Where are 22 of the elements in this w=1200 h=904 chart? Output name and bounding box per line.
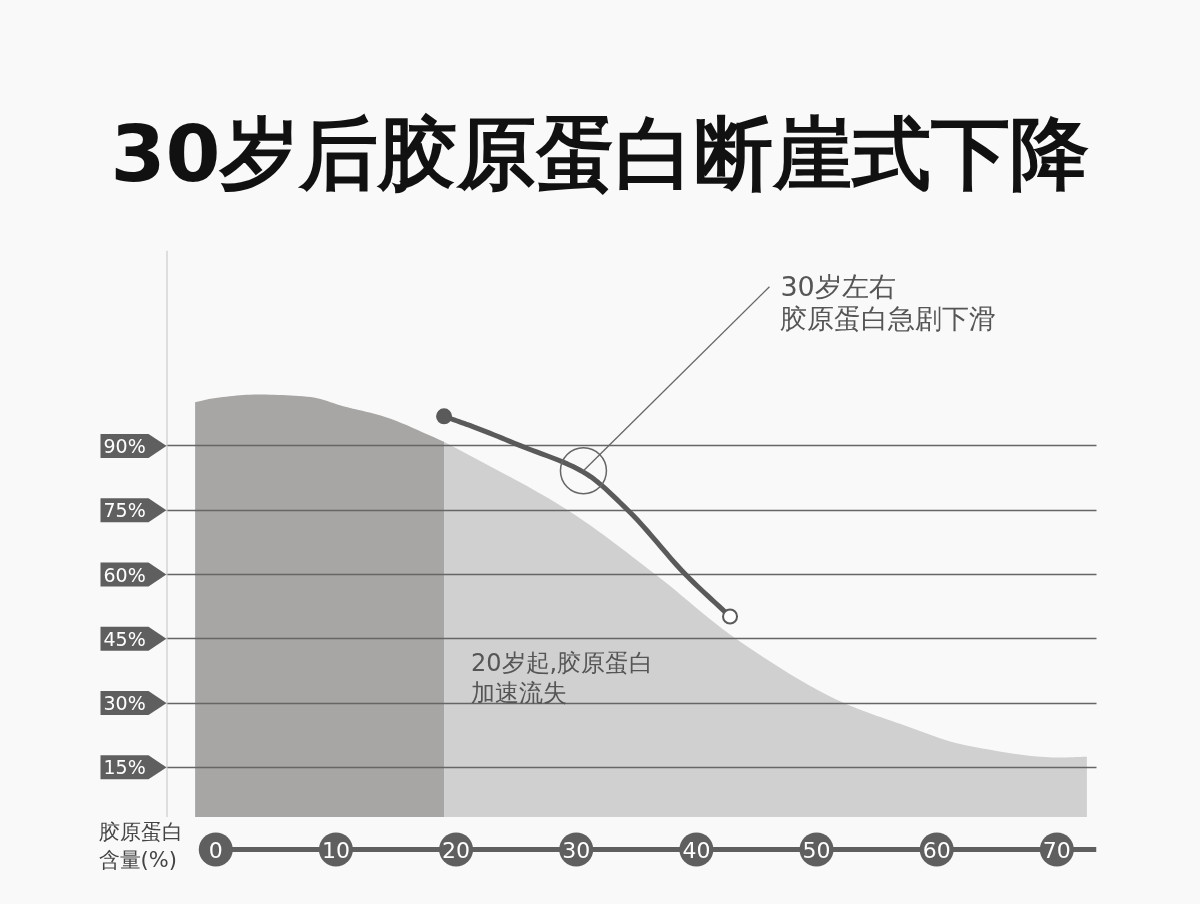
x-tick-label: 70: [1042, 837, 1071, 863]
annotation: 30岁左右: [780, 270, 896, 302]
x-tick-label: 20: [442, 837, 471, 863]
y-tick-label: 60%: [103, 563, 146, 586]
point: [436, 408, 453, 425]
x-tick-label: 40: [682, 837, 711, 863]
y-axis-title: 胶原蛋白含量(%): [98, 819, 183, 873]
y-tick-label: 15%: [103, 756, 146, 779]
y-tick-label: 75%: [103, 499, 146, 522]
x-tick-label: 0: [208, 837, 223, 863]
x-tick-label: 50: [802, 837, 831, 863]
x-tick-label: 60: [922, 837, 951, 863]
point: [559, 447, 608, 495]
point: [722, 608, 739, 625]
annotation: 胶原蛋白急剧下滑: [780, 302, 997, 334]
y-tick-label: 45%: [103, 627, 146, 650]
y-tick-label: 30%: [103, 692, 146, 715]
x-tick-label: 30: [562, 837, 591, 863]
annotation: 20岁起,胶原蛋白加速流失: [471, 649, 654, 707]
x-tick-label: 10: [321, 837, 350, 863]
y-tick-label: 90%: [103, 434, 146, 457]
chart-title: 30岁后胶原蛋白断崖式下降: [110, 108, 1090, 200]
